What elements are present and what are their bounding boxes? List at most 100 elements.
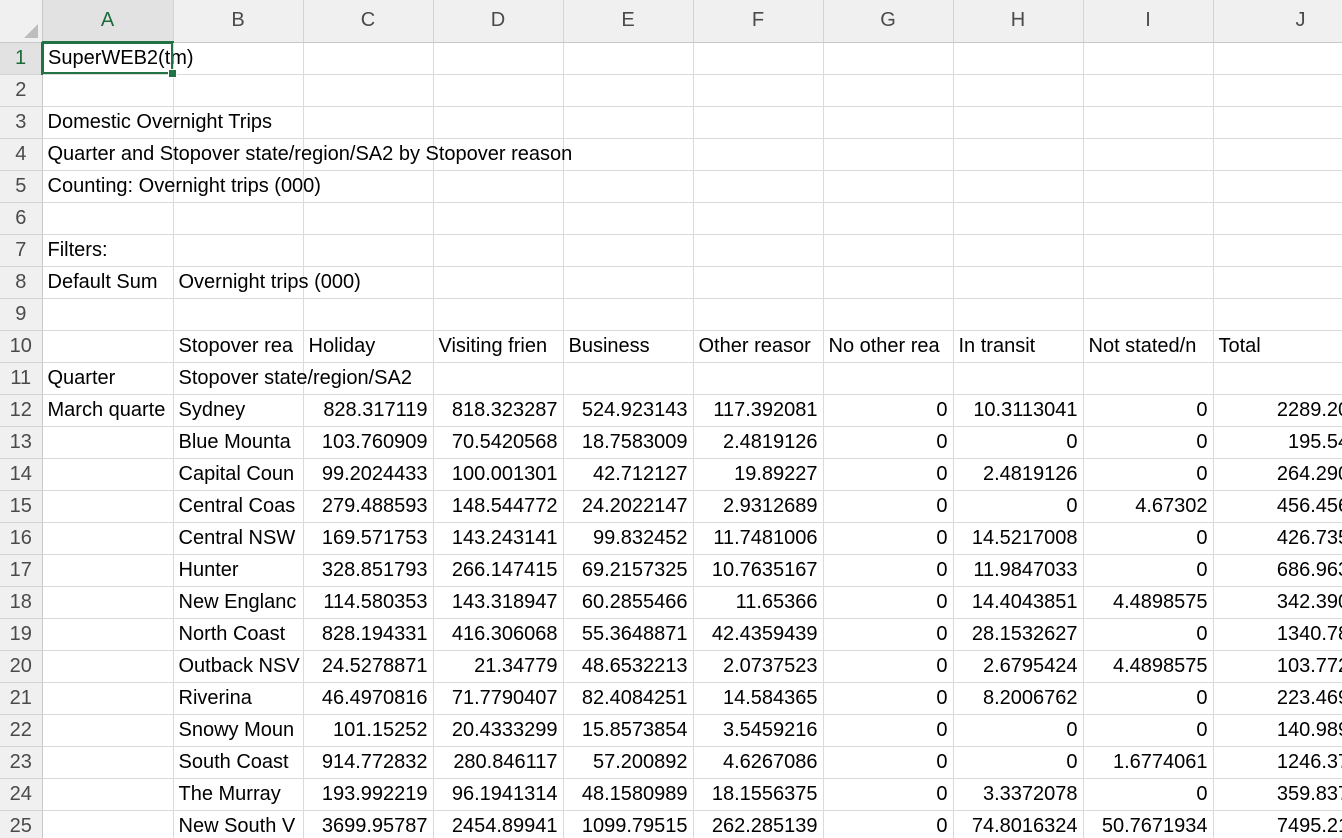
cell-b23[interactable]: South Coast xyxy=(173,746,304,779)
cell-g8[interactable] xyxy=(823,266,954,299)
cell-h1[interactable] xyxy=(953,42,1084,75)
cell-f23[interactable]: 4.6267086 xyxy=(693,746,824,779)
cell-e2[interactable] xyxy=(563,74,694,107)
cell-e5[interactable] xyxy=(563,170,694,203)
cell-i22[interactable]: 0 xyxy=(1083,714,1214,747)
row-header-10[interactable]: 10 xyxy=(0,330,43,363)
cell-g15[interactable]: 0 xyxy=(823,490,954,523)
cell-i1[interactable] xyxy=(1083,42,1214,75)
cell-f9[interactable] xyxy=(693,298,824,331)
cell-g5[interactable] xyxy=(823,170,954,203)
cell-i14[interactable]: 0 xyxy=(1083,458,1214,491)
cell-a1[interactable]: SuperWEB2(tm) xyxy=(42,42,194,78)
cell-c1[interactable] xyxy=(303,42,434,75)
cell-b10[interactable]: Stopover rea xyxy=(173,330,304,363)
cell-h3[interactable] xyxy=(953,106,1084,139)
cell-j17[interactable]: 686.963161 xyxy=(1213,554,1342,587)
cell-f19[interactable]: 42.4359439 xyxy=(693,618,824,651)
cell-i24[interactable]: 0 xyxy=(1083,778,1214,811)
cell-f8[interactable] xyxy=(693,266,824,299)
cell-g6[interactable] xyxy=(823,202,954,235)
cell-b22[interactable]: Snowy Moun xyxy=(173,714,304,747)
cell-f1[interactable] xyxy=(693,42,824,75)
cell-h21[interactable]: 8.2006762 xyxy=(953,682,1084,715)
cell-f2[interactable] xyxy=(693,74,824,107)
cell-e23[interactable]: 57.200892 xyxy=(563,746,694,779)
cell-g25[interactable]: 0 xyxy=(823,810,954,838)
cell-d4[interactable] xyxy=(433,138,564,171)
cell-d20[interactable]: 21.34779 xyxy=(433,650,564,683)
row-header-24[interactable]: 24 xyxy=(0,778,43,811)
cell-e14[interactable]: 42.712127 xyxy=(563,458,694,491)
cell-h7[interactable] xyxy=(953,234,1084,267)
cell-j8[interactable] xyxy=(1213,266,1342,299)
cell-d3[interactable] xyxy=(433,106,564,139)
cell-a9[interactable] xyxy=(42,298,174,331)
cell-i3[interactable] xyxy=(1083,106,1214,139)
cell-a7[interactable]: Filters: xyxy=(42,234,174,267)
cell-d17[interactable]: 266.147415 xyxy=(433,554,564,587)
column-header-e[interactable]: E xyxy=(563,0,694,43)
cell-h10[interactable]: In transit xyxy=(953,330,1084,363)
cell-h14[interactable]: 2.4819126 xyxy=(953,458,1084,491)
cell-b3[interactable] xyxy=(173,106,304,139)
cell-b9[interactable] xyxy=(173,298,304,331)
cell-a11[interactable]: Quarter xyxy=(42,362,174,395)
row-header-17[interactable]: 17 xyxy=(0,554,43,587)
cell-c20[interactable]: 24.5278871 xyxy=(303,650,434,683)
cell-e22[interactable]: 15.8573854 xyxy=(563,714,694,747)
cell-d22[interactable]: 20.4333299 xyxy=(433,714,564,747)
cell-c18[interactable]: 114.580353 xyxy=(303,586,434,619)
cell-a19[interactable] xyxy=(42,618,174,651)
cell-i17[interactable]: 0 xyxy=(1083,554,1214,587)
cell-e9[interactable] xyxy=(563,298,694,331)
row-header-16[interactable]: 16 xyxy=(0,522,43,555)
cell-e12[interactable]: 524.923143 xyxy=(563,394,694,427)
cell-e21[interactable]: 82.4084251 xyxy=(563,682,694,715)
cell-b20[interactable]: Outback NSV xyxy=(173,650,304,683)
cell-a22[interactable] xyxy=(42,714,174,747)
cell-d25[interactable]: 2454.89941 xyxy=(433,810,564,838)
cell-a20[interactable] xyxy=(42,650,174,683)
cell-c3[interactable] xyxy=(303,106,434,139)
row-header-4[interactable]: 4 xyxy=(0,138,43,171)
cell-c14[interactable]: 99.2024433 xyxy=(303,458,434,491)
cell-h18[interactable]: 14.4043851 xyxy=(953,586,1084,619)
cell-h22[interactable]: 0 xyxy=(953,714,1084,747)
cell-j7[interactable] xyxy=(1213,234,1342,267)
column-header-h[interactable]: H xyxy=(953,0,1084,43)
cell-f4[interactable] xyxy=(693,138,824,171)
row-header-23[interactable]: 23 xyxy=(0,746,43,779)
row-header-2[interactable]: 2 xyxy=(0,74,43,107)
cell-g12[interactable]: 0 xyxy=(823,394,954,427)
cell-f25[interactable]: 262.285139 xyxy=(693,810,824,838)
cell-f5[interactable] xyxy=(693,170,824,203)
cell-d16[interactable]: 143.243141 xyxy=(433,522,564,555)
cell-b17[interactable]: Hunter xyxy=(173,554,304,587)
row-header-25[interactable]: 25 xyxy=(0,810,43,838)
cell-e11[interactable] xyxy=(563,362,694,395)
cell-b25[interactable]: New South V xyxy=(173,810,304,838)
cell-i4[interactable] xyxy=(1083,138,1214,171)
cell-c22[interactable]: 101.15252 xyxy=(303,714,434,747)
cell-g19[interactable]: 0 xyxy=(823,618,954,651)
cell-c24[interactable]: 193.992219 xyxy=(303,778,434,811)
cell-g3[interactable] xyxy=(823,106,954,139)
row-header-18[interactable]: 18 xyxy=(0,586,43,619)
cell-d23[interactable]: 280.846117 xyxy=(433,746,564,779)
cell-b15[interactable]: Central Coas xyxy=(173,490,304,523)
cell-f17[interactable]: 10.7635167 xyxy=(693,554,824,587)
column-header-g[interactable]: G xyxy=(823,0,954,43)
cell-i11[interactable] xyxy=(1083,362,1214,395)
cell-i2[interactable] xyxy=(1083,74,1214,107)
row-header-22[interactable]: 22 xyxy=(0,714,43,747)
cell-g1[interactable] xyxy=(823,42,954,75)
cell-c19[interactable]: 828.194331 xyxy=(303,618,434,651)
cell-g14[interactable]: 0 xyxy=(823,458,954,491)
cell-i8[interactable] xyxy=(1083,266,1214,299)
cell-c11[interactable] xyxy=(303,362,434,395)
cell-f21[interactable]: 14.584365 xyxy=(693,682,824,715)
row-header-7[interactable]: 7 xyxy=(0,234,43,267)
cell-b19[interactable]: North Coast xyxy=(173,618,304,651)
cell-e24[interactable]: 48.1580989 xyxy=(563,778,694,811)
